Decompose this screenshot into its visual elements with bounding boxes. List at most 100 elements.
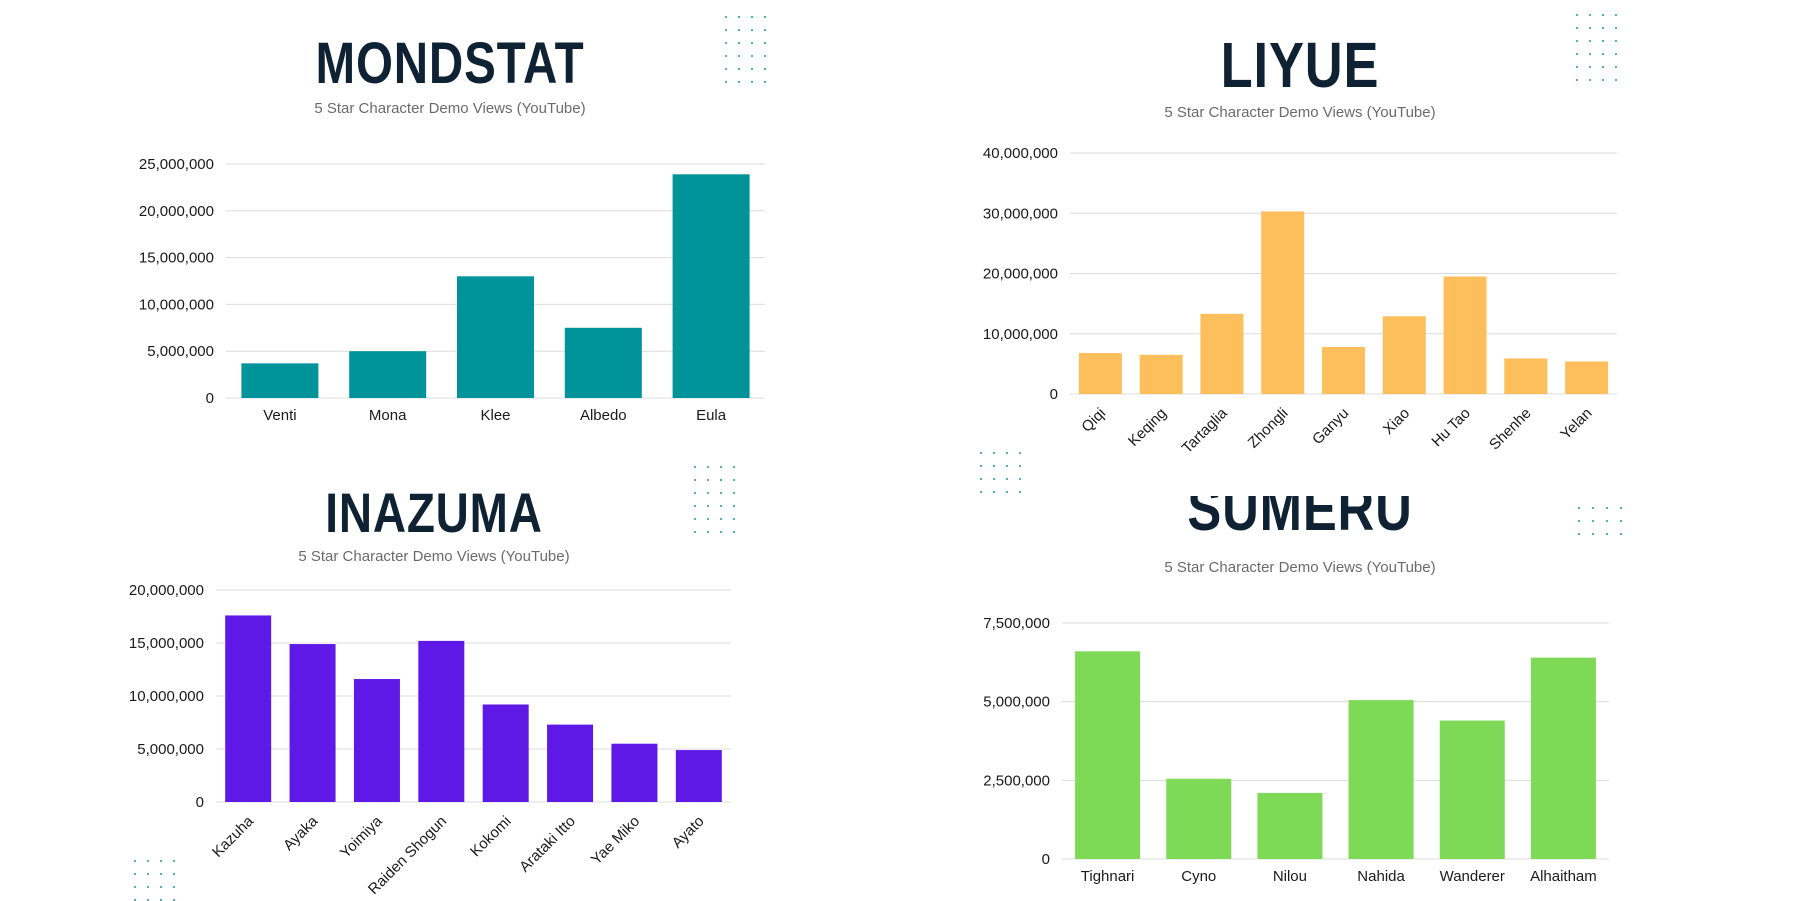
x-tick-label: Kazuha bbox=[209, 812, 257, 860]
bar-yoimiya bbox=[353, 679, 400, 802]
liyue-bar-chart: 0 10,000,000 20,000,000 30,000,000 40,000,00… bbox=[983, 145, 1617, 457]
dot bbox=[764, 68, 766, 70]
bar-nahida bbox=[1348, 700, 1414, 859]
dot bbox=[1602, 40, 1604, 42]
bar-kazuha bbox=[225, 615, 272, 802]
dot bbox=[1592, 533, 1594, 535]
dot bbox=[1006, 478, 1008, 480]
y-tick-label: 0 bbox=[196, 794, 204, 811]
y-tick-label: 10,000,000 bbox=[139, 296, 214, 313]
dot bbox=[160, 886, 162, 888]
dot bbox=[694, 505, 696, 507]
x-tick-label: Eula bbox=[696, 407, 727, 424]
y-tick-label: 0 bbox=[206, 390, 214, 407]
dot bbox=[751, 16, 753, 18]
bar-tighnari bbox=[1075, 651, 1141, 859]
dot-pattern-decoration bbox=[1576, 14, 1617, 81]
x-tick-label: Venti bbox=[263, 407, 296, 424]
y-tick-label: 20,000,000 bbox=[983, 266, 1058, 283]
dot bbox=[1592, 507, 1594, 509]
y-tick-label: 20,000,000 bbox=[129, 582, 204, 599]
dot bbox=[694, 466, 696, 468]
dot bbox=[173, 873, 175, 875]
bar-alhaitham bbox=[1530, 657, 1596, 859]
dot bbox=[707, 518, 709, 520]
dot bbox=[1589, 53, 1591, 55]
dot-pattern-decoration bbox=[980, 452, 1021, 493]
inazuma-bar-chart: 0 5,000,000 10,000,000 15,000,000 20,000,000… bbox=[129, 582, 731, 898]
dot bbox=[725, 81, 727, 83]
y-tick-label: 0 bbox=[1050, 386, 1058, 403]
bar-eula bbox=[672, 174, 750, 398]
y-tick-label: 5,000,000 bbox=[983, 694, 1050, 711]
chart-title: INAZUMA bbox=[325, 481, 543, 544]
dot bbox=[173, 886, 175, 888]
title-clip: SUMERU bbox=[900, 496, 1800, 538]
dot bbox=[980, 465, 982, 467]
dot bbox=[720, 466, 722, 468]
bar-venti bbox=[241, 363, 319, 398]
dot bbox=[764, 81, 766, 83]
dot bbox=[694, 479, 696, 481]
dot bbox=[993, 491, 995, 493]
dot bbox=[720, 479, 722, 481]
x-tick-label: Hu Tao bbox=[1428, 405, 1473, 450]
bar-xiao bbox=[1382, 316, 1426, 394]
dot bbox=[1606, 507, 1608, 509]
x-tick-label: Mona bbox=[369, 407, 407, 424]
dot bbox=[1578, 533, 1580, 535]
dot bbox=[1602, 27, 1604, 29]
bar-arataki-itto bbox=[547, 724, 594, 802]
dot bbox=[1006, 465, 1008, 467]
sumeru-panel: SUMERU 5 Star Character Demo Views (YouT… bbox=[900, 450, 1800, 900]
y-tick-label: 5,000,000 bbox=[147, 343, 214, 360]
mondstat-panel: MONDSTAT 5 Star Character Demo Views (Yo… bbox=[0, 0, 900, 450]
dot bbox=[1576, 53, 1578, 55]
bar-hu-tao bbox=[1443, 276, 1487, 394]
dot bbox=[147, 860, 149, 862]
dot bbox=[147, 886, 149, 888]
bar-mona bbox=[349, 351, 427, 398]
dot bbox=[764, 55, 766, 57]
dot bbox=[707, 492, 709, 494]
dot bbox=[1576, 79, 1578, 81]
dot bbox=[980, 478, 982, 480]
dot bbox=[1606, 520, 1608, 522]
bar-ganyu bbox=[1322, 347, 1365, 394]
y-tick-label: 5,000,000 bbox=[137, 741, 204, 758]
dot bbox=[160, 873, 162, 875]
inazuma-panel: INAZUMA 5 Star Character Demo Views (You… bbox=[0, 450, 900, 901]
dot bbox=[738, 16, 740, 18]
dot bbox=[1578, 520, 1580, 522]
dot bbox=[1615, 79, 1617, 81]
y-tick-label: 20,000,000 bbox=[139, 203, 214, 220]
dot bbox=[1602, 14, 1604, 16]
x-tick-label: Albedo bbox=[580, 407, 627, 424]
dot bbox=[733, 505, 735, 507]
dot bbox=[1006, 491, 1008, 493]
dot bbox=[1620, 507, 1622, 509]
bar-yelan bbox=[1565, 361, 1609, 394]
bar-keqing bbox=[1139, 354, 1183, 394]
x-tick-label: Ayaka bbox=[280, 812, 322, 854]
dot bbox=[751, 29, 753, 31]
y-tick-label: 15,000,000 bbox=[139, 250, 214, 267]
dot bbox=[733, 466, 735, 468]
bar-wanderer bbox=[1439, 720, 1505, 859]
dot bbox=[720, 492, 722, 494]
dot bbox=[720, 531, 722, 533]
dot bbox=[738, 81, 740, 83]
dot bbox=[1615, 66, 1617, 68]
dot-pattern-decoration bbox=[725, 16, 766, 83]
bar-shenhe bbox=[1504, 358, 1548, 394]
dot bbox=[751, 55, 753, 57]
dot bbox=[738, 42, 740, 44]
bar-ayato bbox=[675, 750, 722, 802]
chart-title: SUMERU bbox=[1187, 496, 1413, 538]
dot bbox=[738, 68, 740, 70]
chart-subtitle: 5 Star Character Demo Views (YouTube) bbox=[1164, 559, 1436, 576]
chart-title: LIYUE bbox=[1220, 29, 1380, 101]
dot bbox=[1592, 520, 1594, 522]
dot bbox=[1576, 66, 1578, 68]
dot bbox=[725, 16, 727, 18]
